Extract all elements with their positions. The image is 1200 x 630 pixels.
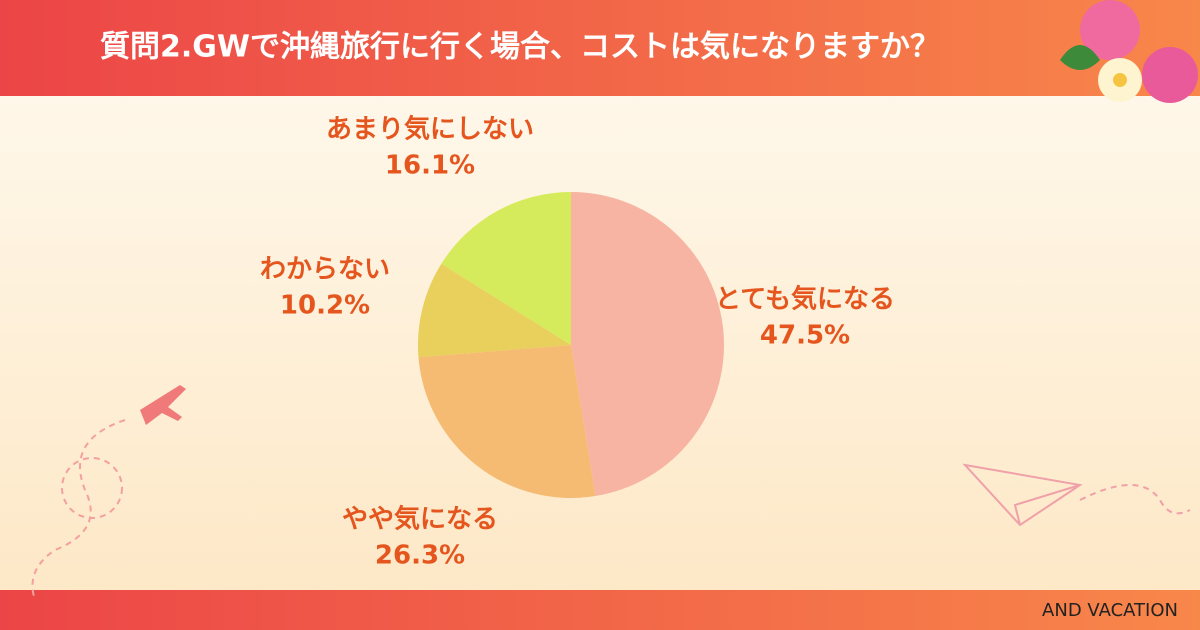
slice-category-label: やや気になる bbox=[342, 504, 498, 535]
header-band bbox=[0, 0, 1200, 96]
pie-slice bbox=[418, 263, 571, 358]
pie-slice bbox=[418, 345, 596, 498]
slice-category-label: とても気になる bbox=[715, 284, 895, 315]
pie-slice bbox=[571, 192, 725, 497]
footer-band bbox=[0, 590, 1200, 630]
slice-value-label: 16.1% bbox=[385, 151, 475, 181]
flowers bbox=[1060, 0, 1198, 103]
slice-value-label: 10.2% bbox=[280, 291, 370, 321]
brand: AND VACATION bbox=[1042, 600, 1178, 621]
slice-category-label: あまり気にしない bbox=[326, 114, 534, 145]
paper-plane bbox=[962, 463, 1191, 527]
chart-title: 質問2.GWで沖縄旅行に行く場合、コストは気になりますか？ bbox=[100, 30, 940, 65]
flight-path bbox=[31, 419, 126, 601]
slice-value-label: 26.3% bbox=[375, 541, 465, 571]
pie-slice bbox=[441, 192, 571, 345]
slice-value-label: 47.5% bbox=[760, 321, 850, 351]
plane-icon bbox=[140, 385, 186, 425]
flight-loop bbox=[61, 457, 123, 519]
slice-category-label: わからない bbox=[260, 255, 390, 285]
